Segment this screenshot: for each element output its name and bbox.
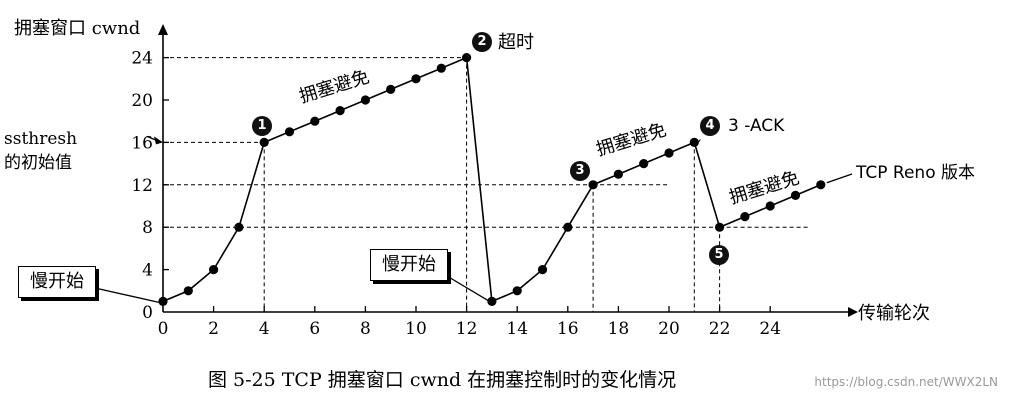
y-axis-label: 拥塞窗口 cwnd: [14, 18, 140, 39]
y-axis-arrow: [158, 24, 168, 35]
timeout-label: 超时: [498, 32, 534, 53]
y-tick-label: 12: [131, 176, 153, 196]
cwnd-line-segment: [162, 142, 265, 303]
y-tick-label: 0: [142, 303, 153, 323]
cwnd-point: [765, 201, 775, 211]
x-tick-label: 10: [405, 319, 427, 339]
x-tick-label: 8: [360, 319, 371, 339]
cwnd-point: [487, 296, 497, 306]
cwnd-line-segment: [491, 184, 594, 303]
cwnd-point: [209, 265, 219, 275]
slow-start-box-1: 慢开始: [18, 266, 96, 298]
x-tick-label: 24: [759, 319, 781, 339]
y-tick-label: 24: [131, 49, 153, 69]
reno-pointer: [826, 173, 853, 184]
cwnd-point: [158, 296, 168, 306]
marker-1: 1: [252, 116, 272, 136]
slow-start-box-2: 慢开始: [370, 249, 448, 281]
x-axis-label: 传输轮次: [858, 303, 930, 324]
cwnd-point: [613, 169, 624, 179]
x-tick-label: 6: [309, 319, 320, 339]
cwnd-point: [537, 265, 548, 275]
marker-3: 3: [570, 161, 590, 181]
y-tick-label: 16: [131, 133, 153, 153]
cwnd-point: [234, 222, 244, 232]
axes: [146, 24, 858, 317]
x-tick-label: 2: [208, 319, 219, 339]
marker-5: 5: [709, 245, 729, 265]
cwnd-point: [588, 180, 598, 190]
x-axis-arrow: [848, 307, 858, 317]
ssthresh-pointer-head: [154, 136, 163, 145]
ssthresh-label: ssthresh 的初始值: [4, 129, 78, 173]
cwnd-point: [462, 53, 472, 63]
cwnd-point: [183, 286, 193, 296]
series-lines: [94, 56, 853, 304]
cwnd-line-segment: [465, 57, 493, 302]
y-tick-label: 20: [131, 91, 153, 111]
reference-lines: [163, 57, 809, 312]
marker-4: 4: [700, 116, 720, 136]
reno-version-label: TCP Reno 版本: [856, 163, 975, 183]
x-tick-label: 20: [658, 319, 680, 339]
cwnd-point: [816, 180, 826, 190]
y-tick-label: 4: [142, 261, 153, 281]
cwnd-point: [563, 222, 573, 232]
cwnd-point: [689, 137, 699, 147]
cwnd-point: [715, 222, 725, 232]
cwnd-point: [310, 116, 320, 126]
cwnd-point: [386, 84, 396, 94]
y-tick-label: 8: [142, 218, 153, 238]
x-tick-label: 4: [259, 319, 270, 339]
marker-2: 2: [472, 32, 492, 52]
cwnd-point: [790, 190, 801, 200]
x-tick-label: 22: [709, 319, 731, 339]
watermark: https://blog.csdn.net/WWX2LN: [814, 375, 998, 389]
cwnd-point: [259, 137, 269, 147]
cwnd-point: [411, 74, 421, 84]
series-points: [158, 53, 826, 306]
cwnd-point: [664, 148, 674, 158]
slow-start-pointer-2: [446, 275, 489, 301]
x-tick-label: 0: [158, 319, 169, 339]
cwnd-line-segment: [693, 142, 721, 228]
three-ack-label: 3 -ACK: [728, 116, 785, 136]
figure-caption: 图 5-25 TCP 拥塞窗口 cwnd 在拥塞控制时的变化情况: [208, 369, 677, 391]
cwnd-point: [284, 127, 295, 137]
x-tick-label: 12: [456, 319, 478, 339]
x-tick-label: 16: [557, 319, 579, 339]
cwnd-point: [512, 286, 522, 296]
cwnd-point: [740, 212, 750, 222]
slow-start-pointer-1: [94, 287, 160, 304]
cwnd-point: [436, 63, 446, 73]
cwnd-point: [639, 159, 649, 169]
x-tick-label: 14: [506, 319, 528, 339]
cwnd-point: [360, 95, 370, 105]
cwnd-point: [335, 106, 345, 116]
x-tick-label: 18: [608, 319, 630, 339]
